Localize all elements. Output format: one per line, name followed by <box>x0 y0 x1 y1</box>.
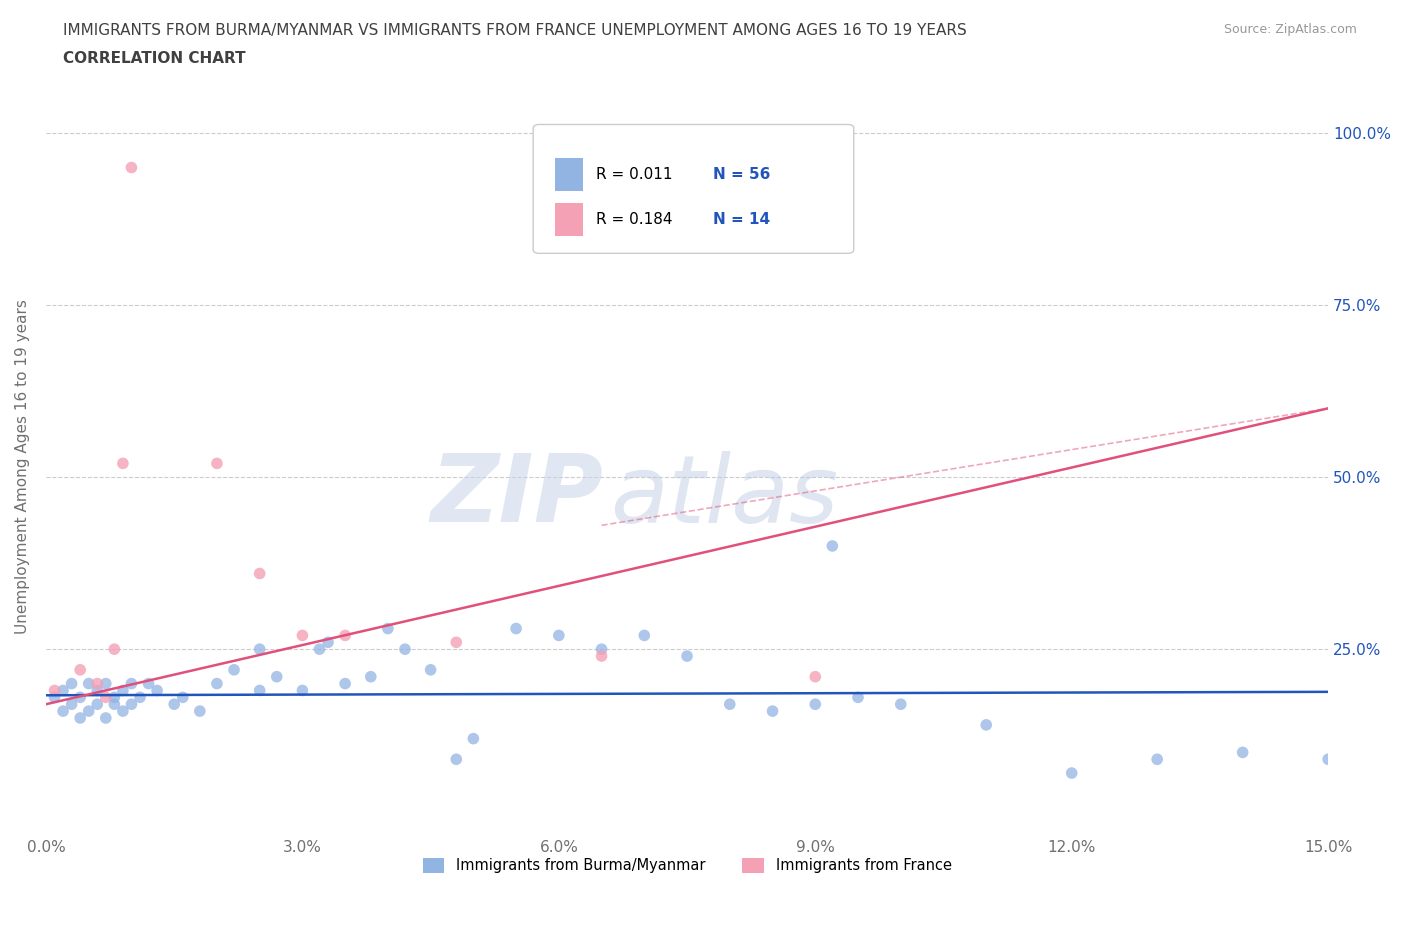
Point <box>86 683 108 698</box>
Point <box>316 635 339 650</box>
Point <box>591 648 613 663</box>
Point <box>718 697 741 711</box>
FancyBboxPatch shape <box>555 203 583 236</box>
Point <box>146 683 169 698</box>
Text: atlas: atlas <box>610 451 838 542</box>
Legend: Immigrants from Burma/Myanmar, Immigrants from France: Immigrants from Burma/Myanmar, Immigrant… <box>416 852 957 879</box>
Text: IMMIGRANTS FROM BURMA/MYANMAR VS IMMIGRANTS FROM FRANCE UNEMPLOYMENT AMONG AGES : IMMIGRANTS FROM BURMA/MYANMAR VS IMMIGRA… <box>63 23 967 38</box>
Text: N = 56: N = 56 <box>713 166 770 181</box>
Point <box>266 670 288 684</box>
Point <box>120 697 142 711</box>
Point <box>111 683 134 698</box>
Point <box>69 711 91 725</box>
Point <box>821 538 844 553</box>
Point <box>419 662 441 677</box>
Point <box>205 456 228 471</box>
Point <box>1232 745 1254 760</box>
Point <box>249 683 271 698</box>
Text: ZIP: ZIP <box>430 450 603 542</box>
Point <box>394 642 416 657</box>
Point <box>94 690 117 705</box>
Point <box>505 621 527 636</box>
Point <box>308 642 330 657</box>
FancyBboxPatch shape <box>533 125 853 253</box>
Point <box>222 662 245 677</box>
Point <box>291 628 314 643</box>
Point <box>69 662 91 677</box>
Text: N = 14: N = 14 <box>713 212 770 227</box>
Text: R = 0.184: R = 0.184 <box>596 212 672 227</box>
Point <box>205 676 228 691</box>
FancyBboxPatch shape <box>555 158 583 191</box>
Point <box>103 690 125 705</box>
Point <box>974 717 997 732</box>
Point <box>86 676 108 691</box>
Point <box>377 621 399 636</box>
Point <box>103 642 125 657</box>
Point <box>1146 751 1168 766</box>
Point <box>188 704 211 719</box>
Point <box>1317 751 1340 766</box>
Point <box>446 751 468 766</box>
Point <box>44 690 66 705</box>
Point <box>94 711 117 725</box>
Point <box>120 160 142 175</box>
Point <box>60 697 83 711</box>
Point <box>111 704 134 719</box>
Point <box>60 676 83 691</box>
Point <box>77 704 100 719</box>
Point <box>676 648 699 663</box>
Point <box>463 731 485 746</box>
Text: R = 0.011: R = 0.011 <box>596 166 672 181</box>
Point <box>890 697 912 711</box>
Point <box>333 628 356 643</box>
Point <box>163 697 186 711</box>
Point <box>804 697 827 711</box>
Point <box>1060 765 1083 780</box>
Point <box>846 690 869 705</box>
Point <box>633 628 655 643</box>
Point <box>547 628 569 643</box>
Point <box>94 676 117 691</box>
Point <box>44 683 66 698</box>
Y-axis label: Unemployment Among Ages 16 to 19 years: Unemployment Among Ages 16 to 19 years <box>15 299 30 634</box>
Point <box>138 676 160 691</box>
Point <box>120 676 142 691</box>
Point <box>103 697 125 711</box>
Point <box>69 690 91 705</box>
Point <box>52 683 75 698</box>
Point <box>446 635 468 650</box>
Point <box>77 676 100 691</box>
Text: Source: ZipAtlas.com: Source: ZipAtlas.com <box>1223 23 1357 36</box>
Point <box>52 704 75 719</box>
Point <box>291 683 314 698</box>
Point <box>591 642 613 657</box>
Point <box>249 566 271 581</box>
Point <box>360 670 382 684</box>
Point <box>172 690 194 705</box>
Point <box>129 690 152 705</box>
Point <box>111 456 134 471</box>
Text: CORRELATION CHART: CORRELATION CHART <box>63 51 246 66</box>
Point <box>761 704 783 719</box>
Point <box>86 697 108 711</box>
Point <box>333 676 356 691</box>
Point <box>804 670 827 684</box>
Point <box>249 642 271 657</box>
